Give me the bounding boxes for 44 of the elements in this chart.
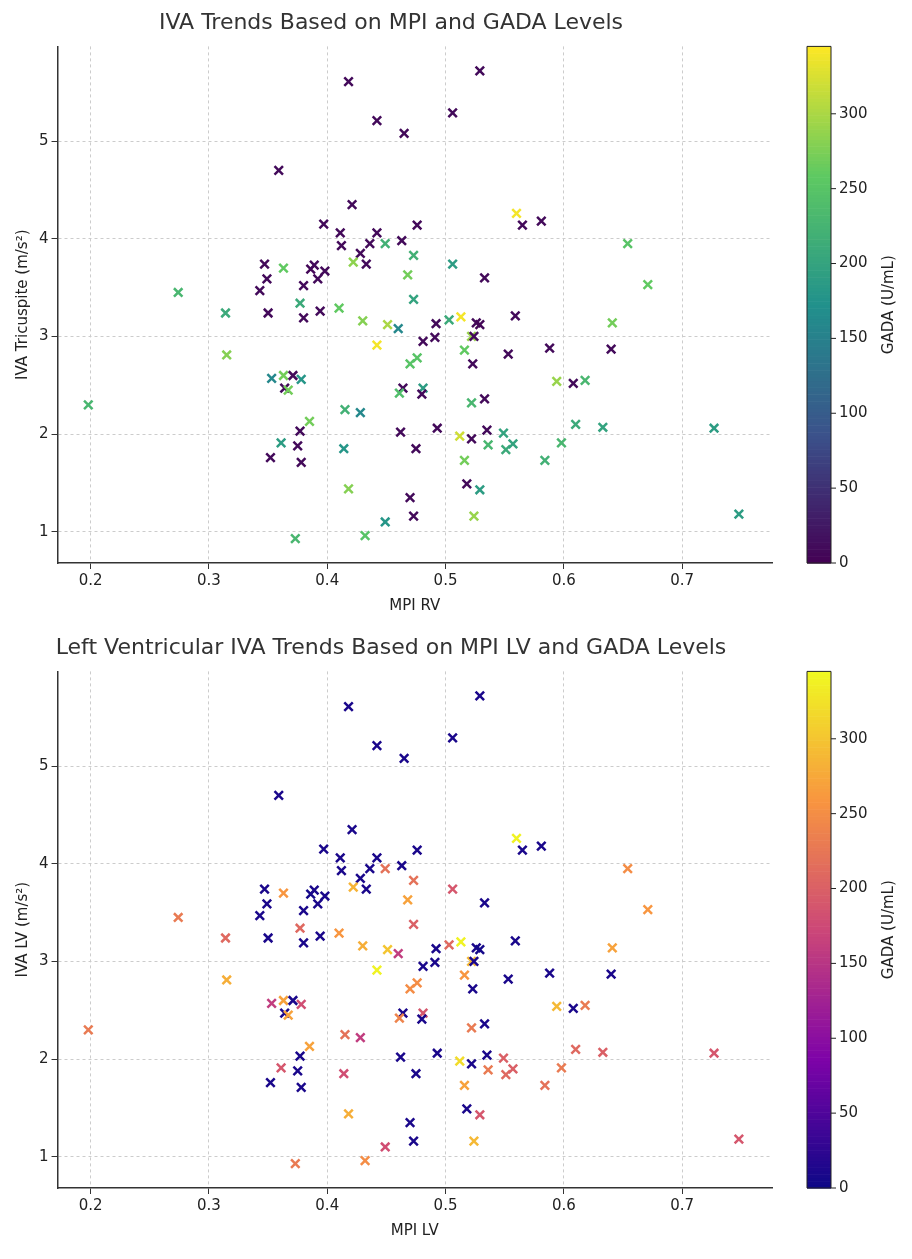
color-bar-label: 150 <box>839 953 868 972</box>
color-bar-label: 0 <box>839 1177 849 1196</box>
x-axis-title: MPI LV <box>390 1220 440 1239</box>
y-axis-title: IVA Tricuspite (m/s²) <box>12 229 31 380</box>
x-axis-title: MPI RV <box>389 595 442 614</box>
y-tick-label: 1 <box>39 1146 49 1165</box>
y-axis-title: IVA LV (m/s²) <box>12 881 31 978</box>
chart-title: Left Ventricular IVA Trends Based on MPI LV and GADA Levels <box>55 633 727 659</box>
y-tick-label: 3 <box>39 951 49 970</box>
color-bar-label: 250 <box>839 803 868 822</box>
x-tick-label: 0.5 <box>433 570 458 589</box>
y-tick-label: 2 <box>39 1048 49 1067</box>
x-tick-label: 0.2 <box>78 1195 103 1214</box>
color-bar-label: 300 <box>839 728 868 747</box>
color-bar-label: 100 <box>839 1028 868 1047</box>
y-tick-label: 5 <box>39 756 49 775</box>
y-tick-label: 4 <box>39 228 49 247</box>
color-bar-label: 300 <box>839 103 868 122</box>
color-bar-label: 100 <box>839 403 868 422</box>
x-tick-label: 0.6 <box>551 570 576 589</box>
color-bar-label: 0 <box>839 552 849 571</box>
x-tick-label: 0.2 <box>78 570 103 589</box>
y-tick-label: 2 <box>39 423 49 442</box>
color-bar-label: 250 <box>839 178 868 197</box>
color-bar-label: 50 <box>839 478 859 497</box>
color-bar-label: 50 <box>839 1103 859 1122</box>
x-tick-label: 0.5 <box>433 1195 458 1214</box>
x-tick-label: 0.6 <box>551 1195 576 1214</box>
chart-title: IVA Trends Based on MPI and GADA Levels <box>158 8 624 34</box>
color-bar-title: GADA (U/mL) <box>878 255 897 355</box>
x-tick-label: 0.7 <box>670 1195 695 1214</box>
y-tick-label: 4 <box>39 853 49 872</box>
color-bar-label: 200 <box>839 878 868 897</box>
y-tick-label: 1 <box>39 521 49 540</box>
x-tick-label: 0.3 <box>197 1195 221 1214</box>
color-bar-label: 200 <box>839 253 868 272</box>
x-tick-label: 0.4 <box>315 1195 340 1214</box>
x-tick-label: 0.4 <box>315 570 340 589</box>
color-bar-label: 150 <box>839 328 868 347</box>
y-tick-label: 5 <box>39 131 49 150</box>
color-bar-title: GADA (U/mL) <box>878 880 897 980</box>
x-tick-label: 0.7 <box>670 570 695 589</box>
x-tick-label: 0.3 <box>197 570 221 589</box>
y-tick-label: 3 <box>39 326 49 345</box>
